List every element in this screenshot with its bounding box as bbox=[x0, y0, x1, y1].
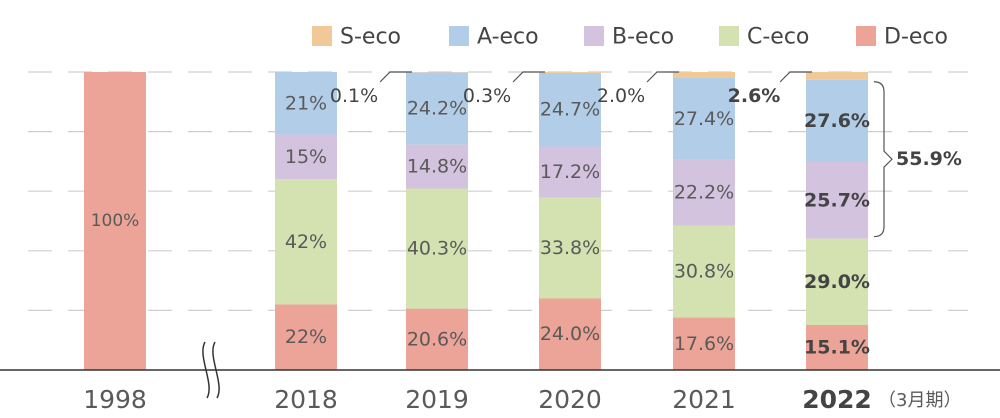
data-label: 15.1% bbox=[804, 337, 870, 359]
bar-d-eco-1998 bbox=[84, 72, 146, 370]
bracket-annotation: 55.9% bbox=[873, 81, 962, 238]
data-label: 27.6% bbox=[804, 110, 870, 132]
x-tick-label: 2018 bbox=[274, 385, 338, 414]
data-label: 29.0% bbox=[804, 271, 870, 293]
bracket-line bbox=[873, 81, 893, 238]
legend-swatch bbox=[449, 26, 469, 46]
bar-b-eco-2021 bbox=[673, 159, 735, 226]
bar-d-eco-2018 bbox=[275, 304, 337, 370]
bar-c-eco-2021 bbox=[673, 225, 735, 318]
x-tick-label: 1998 bbox=[83, 385, 147, 414]
x-axis: 1998 2018 2019 2020 2021 2022 （3月期） bbox=[0, 341, 1000, 414]
bar-a-eco-2021 bbox=[673, 77, 735, 160]
bar-d-eco-2020 bbox=[539, 298, 601, 370]
data-label: 2.0% bbox=[597, 85, 645, 107]
data-label: 17.6% bbox=[674, 333, 734, 355]
bar-c-eco-2019 bbox=[406, 188, 468, 309]
bar-a-eco-2018 bbox=[275, 72, 337, 135]
data-label: 27.4% bbox=[674, 108, 734, 130]
callout-leader bbox=[379, 71, 412, 83]
legend-label: S-eco bbox=[340, 25, 401, 50]
x-tick-label: 2019 bbox=[405, 385, 469, 414]
legend-swatch bbox=[584, 26, 604, 46]
data-label: 0.1% bbox=[330, 85, 378, 107]
bar-d-eco-2021 bbox=[673, 317, 735, 370]
bar-b-eco-2019 bbox=[406, 144, 468, 189]
bar-c-eco-2022 bbox=[806, 238, 868, 326]
data-label: 42% bbox=[285, 231, 327, 253]
x-tick-label: 2022 bbox=[802, 385, 872, 414]
bar-s-eco-2020 bbox=[539, 72, 601, 73]
bar-b-eco-2018 bbox=[275, 134, 337, 180]
legend-label: B-eco bbox=[612, 25, 674, 50]
legend-swatch bbox=[312, 26, 332, 46]
legend-label: C-eco bbox=[747, 25, 809, 50]
fiscal-period-note: （3月期） bbox=[878, 390, 961, 411]
bar-s-eco-2021 bbox=[673, 72, 735, 78]
data-label: 40.3% bbox=[407, 238, 467, 260]
legend-swatch bbox=[856, 26, 876, 46]
data-label: 30.8% bbox=[674, 261, 734, 283]
callout-leader bbox=[646, 71, 679, 83]
data-label: 20.6% bbox=[407, 328, 467, 350]
data-label: 0.3% bbox=[463, 85, 511, 107]
data-label: 24.7% bbox=[540, 99, 600, 121]
data-label: 2.6% bbox=[728, 85, 781, 107]
bars: 100% 22% 20.6% 24.0% 17.6% 15.1% 42% 40.3% 33.8%… bbox=[84, 72, 870, 370]
data-label: 24.2% bbox=[407, 97, 467, 119]
data-label: 22.2% bbox=[674, 182, 734, 204]
bar-s-eco-2022 bbox=[806, 72, 868, 80]
legend-label: D-eco bbox=[884, 25, 948, 50]
callout-notes: 0.1% 0.3% 2.0% 2.6% bbox=[330, 71, 812, 107]
data-label: 25.7% bbox=[804, 189, 870, 211]
data-label: 24.0% bbox=[540, 323, 600, 345]
data-label: 22% bbox=[285, 326, 327, 348]
data-label: 33.8% bbox=[540, 237, 600, 259]
bar-c-eco-2018 bbox=[275, 179, 337, 305]
data-label: 15% bbox=[285, 146, 327, 168]
axis-break-icon bbox=[202, 341, 210, 399]
bar-b-eco-2022 bbox=[806, 161, 868, 239]
data-label: 14.8% bbox=[407, 155, 467, 177]
data-label: 17.2% bbox=[540, 161, 600, 183]
bracket-label: 55.9% bbox=[896, 148, 962, 170]
bar-d-eco-2019 bbox=[406, 308, 468, 370]
data-label: 21% bbox=[285, 92, 327, 114]
legend-label: A-eco bbox=[477, 25, 539, 50]
bar-a-eco-2020 bbox=[539, 72, 601, 147]
bar-b-eco-2020 bbox=[539, 146, 601, 198]
data-label: 100% bbox=[91, 211, 140, 231]
bar-d-eco-2022 bbox=[806, 325, 868, 370]
legend: S-eco A-eco B-eco C-eco D-eco bbox=[312, 25, 948, 50]
callout-leader bbox=[779, 71, 812, 83]
callout-leader bbox=[512, 71, 545, 83]
bar-c-eco-2020 bbox=[539, 197, 601, 299]
axis-break-icon bbox=[212, 341, 220, 399]
x-tick-label: 2020 bbox=[538, 385, 602, 414]
bar-a-eco-2019 bbox=[406, 72, 468, 145]
x-tick-label: 2021 bbox=[672, 385, 736, 414]
legend-swatch bbox=[719, 26, 739, 46]
bar-a-eco-2022 bbox=[806, 79, 868, 162]
